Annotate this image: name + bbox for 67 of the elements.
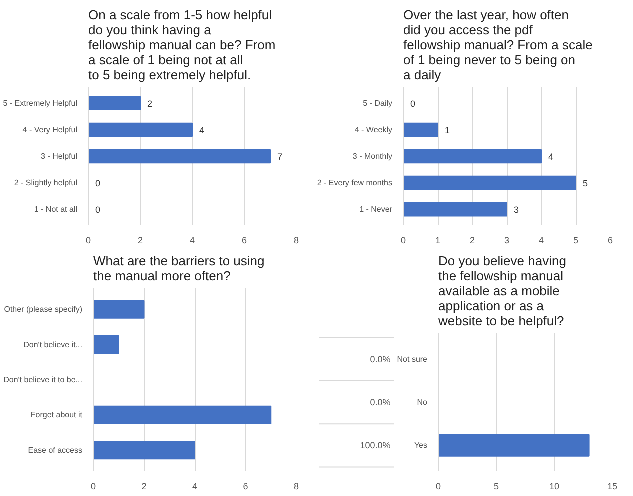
x-tick-label: 4 — [538, 236, 544, 246]
y-tick-label: Ease of access — [28, 446, 82, 455]
x-tick-label: 0 — [400, 236, 406, 246]
x-tick-label: 6 — [608, 236, 614, 246]
y-tick-label: Not sure — [397, 354, 428, 364]
data-label: 4 — [200, 125, 205, 136]
y-tick-label: 1 - Not at all — [34, 205, 78, 214]
x-tick-label: 5 — [573, 236, 579, 246]
data-label: 0 — [96, 178, 101, 189]
x-tick-label: 1 — [435, 236, 441, 246]
bar — [404, 122, 438, 138]
x-tick-label: 6 — [242, 236, 248, 246]
x-tick-label: 6 — [243, 482, 248, 492]
chart-title: Over the last year, how often did you access the pdf fellowship manual? From a scale of 1 being never to 5 being on a daily — [404, 8, 593, 82]
y-tick-label: 3 - Monthly — [352, 152, 393, 161]
data-label: 0 — [96, 205, 101, 216]
bar — [404, 149, 542, 164]
x-tick-label: 4 — [192, 482, 198, 492]
text: 0.0% — [370, 354, 391, 364]
text: 0.0% — [370, 398, 391, 408]
bar — [94, 441, 196, 460]
bar — [94, 406, 272, 424]
y-tick-label: 2 - Slightly helpful — [14, 178, 78, 188]
bar — [94, 300, 145, 319]
text: 100.0% — [360, 440, 391, 451]
data-label: 1 — [445, 125, 450, 136]
y-tick-label: 3 - Helpful — [41, 152, 78, 161]
x-tick-label: 15 — [607, 482, 618, 492]
data-label: 0 — [410, 98, 416, 109]
y-tick-label: 4 - Very Helpful — [22, 125, 78, 134]
bar — [404, 202, 508, 217]
chart-title: Do you believe having the fellowship manual available as a mobile application or as a website to be helpful? — [438, 254, 566, 328]
y-tick-label: Don't believe it to be... — [4, 376, 82, 384]
x-tick-label: 0 — [436, 482, 442, 492]
y-tick-label: Don't believe it... — [24, 340, 82, 350]
x-tick-label: 0 — [90, 482, 96, 492]
y-tick-label: No — [417, 398, 428, 407]
bar — [88, 122, 193, 138]
data-label: 3 — [514, 205, 520, 216]
x-tick-label: 4 — [190, 236, 196, 246]
y-tick-label: Other (please specify) — [4, 305, 83, 314]
bar — [88, 149, 271, 164]
y-tick-label: Yes — [414, 441, 428, 450]
x-tick-label: 2 — [142, 482, 147, 492]
x-tick-label: 8 — [294, 236, 300, 246]
chart-title: What are the barriers to using the manual more often? — [94, 254, 265, 284]
x-tick-label: 2 — [470, 236, 476, 246]
x-tick-label: 0 — [86, 236, 92, 246]
bar — [404, 176, 576, 190]
data-label: 2 — [148, 98, 153, 109]
x-tick-label: 10 — [549, 482, 560, 492]
data-label: 4 — [548, 152, 554, 162]
data-label: 5 — [583, 178, 588, 189]
chart-title: On a scale from 1-5 how helpful do you think having a fellowship manual can be? From a scale of 1 being not at all to 5 being extremely helpful. — [88, 8, 276, 82]
y-tick-label: 2 - Every few months — [317, 178, 393, 188]
x-tick-label: 8 — [294, 482, 300, 492]
x-tick-label: 5 — [494, 482, 500, 492]
y-tick-label: 4 - Weekly — [354, 125, 392, 134]
x-tick-label: 2 — [138, 236, 144, 246]
y-tick-label: Forget about it — [30, 410, 84, 420]
x-tick-label: 3 — [504, 236, 510, 246]
bar — [88, 96, 141, 111]
bar — [94, 336, 120, 354]
y-tick-label: 5 - Extremely Helpful — [3, 98, 78, 108]
data-label: 7 — [278, 152, 283, 162]
y-tick-label: 5 - Daily — [363, 98, 393, 108]
y-tick-label: 1 - Never — [360, 205, 393, 214]
